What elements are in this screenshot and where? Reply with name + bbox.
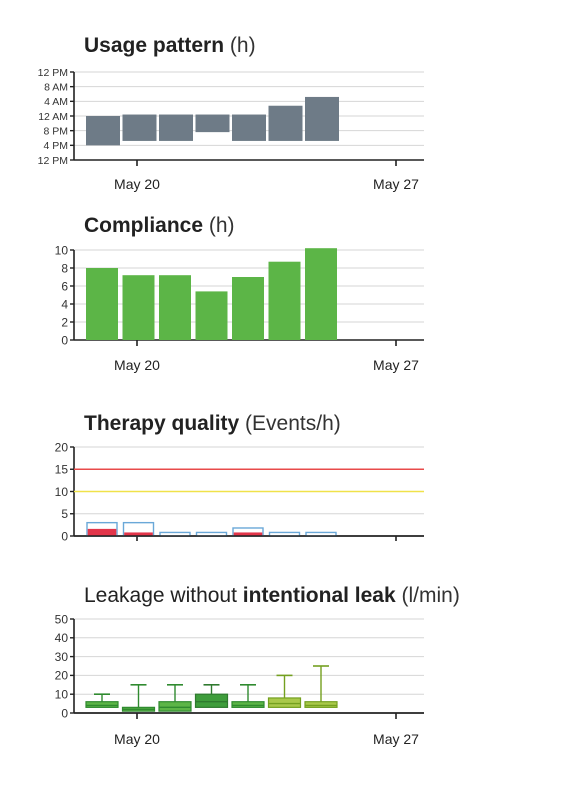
- compliance-title: Compliance (h): [84, 214, 235, 238]
- compliance-y-tick-label: 4: [61, 297, 68, 311]
- usage-y-tick-label: 4 AM: [44, 96, 68, 108]
- therapy-y-tick-label: 0: [61, 529, 68, 543]
- leakage-x-tick-label: May 20: [114, 731, 160, 747]
- therapy-y-tick-label: 20: [55, 440, 69, 454]
- compliance-x-tick-label: May 20: [114, 357, 160, 373]
- therapy-quality-title-main: Therapy quality: [84, 412, 240, 435]
- compliance-bar: [159, 275, 191, 340]
- leakage-box: [85, 701, 119, 708]
- leakage-box: [304, 701, 338, 708]
- compliance-bar: [86, 268, 118, 340]
- usage-bar: [268, 105, 303, 141]
- usage-bar: [159, 114, 193, 141]
- leakage-box: [267, 697, 302, 708]
- compliance-bar: [232, 277, 264, 340]
- therapy-quality-chart: 20 15 10 5 0: [55, 440, 424, 543]
- therapy-y-tick-label: 15: [55, 463, 69, 477]
- usage-pattern-title-unit: (h): [229, 34, 256, 57]
- leakage-y-tick-label: 20: [55, 669, 69, 683]
- usage-x-tick-label: May 20: [114, 176, 160, 192]
- usage-pattern-chart: 12 PM 8 AM 4 AM 12 AM 8 PM 4 PM 12 PM May 20 May…: [38, 67, 424, 192]
- leakage-chart: 50 40 30 20 10 0 May 20 May 27: [55, 612, 424, 747]
- therapy-sub-bar: [87, 528, 117, 536]
- therapy-quality-title: Therapy quality (Events/h): [84, 412, 341, 436]
- therapy-y-tick-label: 10: [55, 485, 69, 499]
- leakage-title: Leakage without intentional leak (l/min): [84, 584, 460, 608]
- leakage-y-tick-label: 10: [55, 688, 69, 702]
- compliance-y-tick-label: 0: [61, 333, 68, 347]
- usage-bar: [195, 114, 230, 133]
- usage-x-tick-label: May 27: [373, 176, 419, 192]
- compliance-y-tick-label: 2: [61, 315, 68, 329]
- compliance-y-tick-label: 8: [61, 261, 68, 275]
- compliance-y-tick-label: 6: [61, 279, 68, 293]
- usage-y-tick-label: 12 PM: [38, 155, 68, 167]
- compliance-bar: [305, 248, 337, 340]
- leakage-box: [158, 701, 192, 712]
- compliance-y-tick-label: 10: [55, 243, 69, 257]
- usage-y-tick-label: 8 AM: [44, 81, 68, 93]
- leakage-y-tick-label: 0: [61, 706, 68, 720]
- therapy-quality-title-unit: (Events/h): [245, 412, 341, 435]
- leakage-title-unit: (l/min): [401, 584, 460, 607]
- leakage-y-tick-label: 50: [55, 612, 69, 626]
- usage-y-tick-label: 12 PM: [38, 67, 68, 79]
- compliance-bar: [195, 291, 228, 340]
- leakage-x-tick-label: May 27: [373, 731, 419, 747]
- leakage-title-bold: intentional leak: [242, 584, 396, 607]
- therapy-y-tick-label: 5: [61, 507, 68, 521]
- leakage-y-tick-label: 30: [55, 650, 69, 664]
- usage-y-tick-label: 4 PM: [43, 140, 68, 152]
- therapy-sub-bar: [233, 532, 263, 536]
- leakage-y-tick-label: 40: [55, 631, 69, 645]
- usage-bar: [232, 114, 266, 141]
- leakage-title-main: Leakage without: [84, 584, 237, 607]
- compliance-x-tick-label: May 27: [373, 357, 419, 373]
- usage-y-tick-label: 12 AM: [38, 111, 68, 123]
- usage-bar: [122, 114, 157, 141]
- usage-pattern-title-main: Usage pattern: [84, 34, 225, 57]
- compliance-title-main: Compliance: [84, 214, 204, 237]
- usage-bar: [305, 96, 339, 141]
- compliance-bar: [268, 261, 301, 340]
- compliance-chart: 10 8 6 4 2 0 May 20 May 27: [55, 243, 424, 373]
- leakage-box: [194, 693, 229, 708]
- compliance-bar: [122, 275, 155, 340]
- therapy-sub-bar: [124, 532, 153, 536]
- leakage-box: [231, 701, 265, 708]
- usage-bar: [86, 116, 120, 146]
- compliance-title-unit: (h): [208, 214, 235, 237]
- usage-pattern-title: Usage pattern (h): [84, 34, 256, 58]
- usage-y-tick-label: 8 PM: [43, 125, 68, 137]
